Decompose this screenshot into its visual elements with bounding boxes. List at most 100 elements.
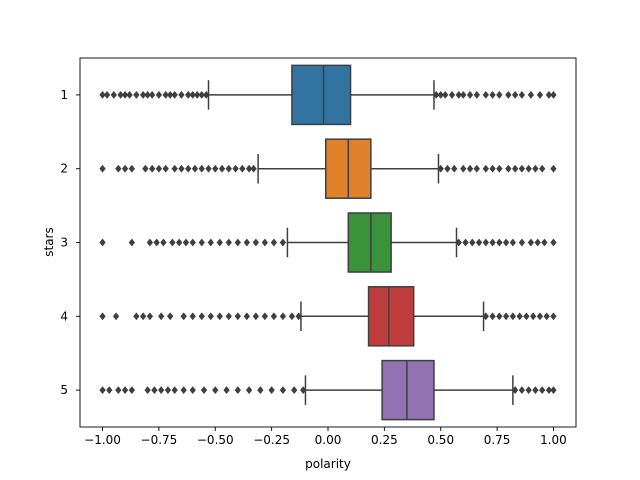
outlier-4-13	[234, 312, 242, 321]
outlier-2-35	[538, 164, 546, 173]
outlier-2-33	[525, 164, 532, 173]
outlier-2-28	[489, 164, 496, 173]
outlier-3-32	[550, 238, 557, 247]
x-tick-label-8: 1.00	[540, 433, 567, 447]
outlier-5-17	[257, 386, 264, 395]
outlier-4-25	[509, 312, 517, 321]
outlier-1-21	[437, 90, 444, 99]
outlier-1-1	[103, 90, 111, 99]
outlier-4-24	[502, 312, 510, 321]
outlier-1-3	[117, 90, 124, 99]
outlier-3-17	[270, 238, 278, 247]
outlier-2-21	[437, 164, 444, 173]
x-tick-label-4: 0.00	[315, 433, 342, 447]
y-tick-label-1: 1	[60, 88, 68, 102]
outlier-1-27	[473, 90, 481, 99]
outlier-4-6	[166, 312, 174, 321]
outlier-2-24	[460, 164, 467, 173]
outlier-2-1	[115, 164, 122, 173]
outlier-1-31	[505, 90, 512, 99]
outlier-2-15	[218, 164, 226, 173]
outlier-3-25	[496, 238, 503, 247]
outlier-5-24	[525, 386, 532, 395]
box-group-5	[99, 359, 557, 421]
y-axis-label: stars	[42, 227, 56, 257]
outlier-4-12	[225, 312, 233, 321]
outlier-1-19	[203, 90, 210, 99]
plot-frame	[79, 57, 577, 428]
outlier-1-11	[162, 90, 169, 99]
outlier-2-34	[532, 164, 539, 173]
outlier-3-9	[198, 238, 205, 247]
x-tick-label-5: 0.25	[371, 433, 398, 447]
outlier-2-36	[550, 164, 557, 173]
outlier-4-20	[295, 312, 302, 321]
outlier-3-1	[128, 238, 136, 247]
outlier-2-12	[198, 164, 205, 173]
outlier-5-13	[212, 386, 219, 395]
outlier-3-4	[160, 238, 167, 247]
outlier-3-10	[207, 238, 214, 247]
boxes-layer	[99, 64, 557, 421]
outlier-3-3	[153, 238, 160, 247]
outlier-2-7	[162, 164, 169, 173]
outlier-3-29	[527, 238, 535, 247]
outlier-5-27	[545, 386, 553, 395]
x-axis-label: polarity	[305, 457, 351, 471]
outlier-3-24	[489, 238, 496, 247]
outlier-1-14	[178, 90, 185, 99]
outlier-3-13	[234, 238, 242, 247]
outlier-4-1	[112, 312, 120, 321]
outlier-3-0	[99, 238, 106, 247]
outlier-1-26	[466, 90, 474, 99]
outlier-3-19	[455, 238, 462, 247]
outlier-5-26	[538, 386, 546, 395]
outlier-2-13	[205, 164, 212, 173]
outlier-1-18	[198, 90, 205, 99]
outlier-3-8	[189, 238, 196, 247]
outlier-2-0	[99, 164, 106, 173]
y-tick-label-5: 5	[60, 383, 68, 397]
x-tick-label-1: −0.75	[141, 433, 178, 447]
outlier-1-12	[166, 90, 174, 99]
outlier-2-19	[245, 164, 253, 173]
outlier-4-28	[529, 312, 537, 321]
outlier-4-26	[516, 312, 523, 321]
outlier-4-23	[496, 312, 503, 321]
outlier-3-18	[279, 238, 287, 247]
outlier-3-28	[518, 238, 526, 247]
x-tick-label-0: −1.00	[84, 433, 121, 447]
outlier-5-4	[128, 386, 136, 395]
outlier-4-31	[550, 312, 557, 321]
outlier-5-23	[518, 386, 526, 395]
outlier-1-25	[460, 90, 467, 99]
outlier-1-9	[148, 90, 156, 99]
outlier-1-0	[99, 90, 106, 99]
box-group-4	[99, 286, 557, 347]
outlier-5-28	[550, 386, 557, 395]
outlier-2-14	[212, 164, 219, 173]
outlier-2-10	[185, 164, 192, 173]
outlier-1-4	[121, 90, 129, 99]
outlier-1-10	[155, 90, 163, 99]
outlier-3-20	[462, 238, 469, 247]
outlier-5-20	[290, 386, 298, 395]
outlier-4-5	[157, 312, 165, 321]
outlier-3-31	[541, 238, 548, 247]
box-3	[347, 212, 392, 273]
outlier-4-18	[279, 312, 287, 321]
outlier-3-16	[261, 238, 269, 247]
box-group-1	[99, 64, 557, 126]
x-tick-label-7: 0.75	[484, 433, 511, 447]
outlier-2-25	[466, 164, 474, 173]
outlier-1-16	[189, 90, 196, 99]
outlier-2-31	[511, 164, 519, 173]
outlier-5-3	[121, 386, 129, 395]
x-tick-label-6: 0.50	[427, 433, 454, 447]
outlier-1-15	[185, 90, 192, 99]
outlier-2-23	[451, 164, 458, 173]
outlier-1-33	[518, 90, 526, 99]
outlier-4-8	[189, 312, 196, 321]
outlier-4-7	[180, 312, 187, 321]
